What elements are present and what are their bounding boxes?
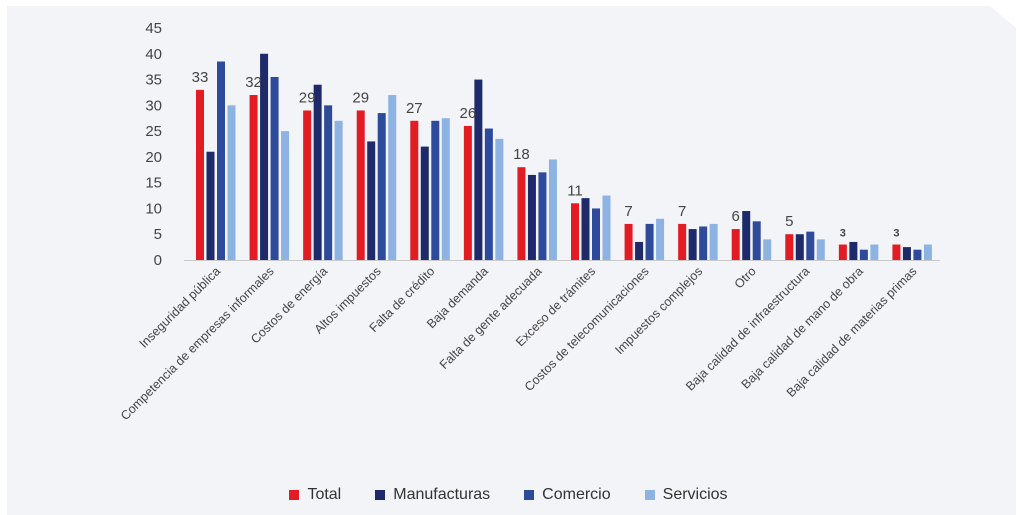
bar-manufacturas-12 (849, 242, 857, 260)
bar-total-12 (839, 245, 847, 260)
legend-swatch-total (289, 490, 299, 500)
legend-item-total: Total (289, 486, 341, 504)
bar-servicios-9 (710, 224, 718, 260)
y-tick-label: 10 (145, 200, 162, 217)
x-tick-label: Falta de gente adecuada (437, 264, 545, 372)
legend-swatch-servicios (645, 490, 655, 500)
bar-manufacturas-8 (635, 242, 643, 260)
data-label: 5 (785, 213, 793, 230)
data-label: 33 (192, 69, 209, 86)
data-label: 18 (513, 146, 530, 163)
bar-manufacturas-9 (689, 229, 697, 260)
bar-total-13 (892, 245, 900, 260)
bar-servicios-0 (228, 105, 236, 260)
bar-total-9 (678, 224, 686, 260)
legend-swatch-comercio (524, 490, 534, 500)
bar-total-0 (196, 90, 204, 260)
bar-comercio-8 (646, 224, 654, 260)
legend-swatch-manufacturas (375, 490, 385, 500)
data-label: 3 (893, 228, 899, 240)
bar-comercio-9 (699, 226, 707, 260)
y-tick-label: 40 (145, 46, 162, 63)
bar-manufacturas-11 (796, 234, 804, 260)
bar-servicios-4 (442, 118, 450, 260)
bar-total-10 (732, 229, 740, 260)
y-tick-label: 15 (145, 175, 162, 192)
bar-total-6 (517, 167, 525, 260)
bar-comercio-12 (860, 250, 868, 260)
data-label: 7 (678, 203, 686, 220)
legend-label-servicios: Servicios (663, 486, 728, 504)
legend: Total Manufacturas Comercio Servicios (0, 486, 1017, 504)
x-tick-label: Otro (732, 264, 759, 291)
data-label: 29 (352, 89, 369, 106)
y-tick-label: 20 (145, 149, 162, 166)
bar-servicios-3 (388, 95, 396, 260)
bar-comercio-5 (485, 129, 493, 260)
bar-servicios-6 (549, 159, 557, 260)
data-label: 26 (460, 105, 477, 122)
data-label: 6 (732, 208, 740, 225)
y-tick-label: 35 (145, 72, 162, 89)
bar-comercio-7 (592, 208, 600, 260)
y-tick-label: 30 (145, 97, 162, 114)
data-label: 11 (567, 182, 583, 199)
bar-comercio-4 (431, 121, 439, 260)
bar-servicios-12 (870, 245, 878, 260)
legend-label-total: Total (307, 486, 341, 504)
bar-total-1 (250, 95, 258, 260)
legend-label-manufacturas: Manufacturas (393, 486, 490, 504)
bar-total-5 (464, 126, 472, 260)
bar-manufacturas-6 (528, 175, 536, 260)
bar-total-4 (410, 121, 418, 260)
bar-manufacturas-0 (207, 152, 215, 260)
bar-comercio-13 (913, 250, 921, 260)
bar-manufacturas-13 (903, 247, 911, 260)
bar-manufacturas-4 (421, 147, 429, 260)
x-tick-label: Impuestos complejos (612, 264, 705, 357)
bar-comercio-3 (378, 113, 386, 260)
data-label: 3 (840, 228, 846, 240)
bar-comercio-11 (806, 232, 814, 260)
bar-comercio-1 (271, 77, 279, 260)
bar-total-8 (625, 224, 633, 260)
data-label: 27 (406, 100, 423, 117)
bar-servicios-7 (603, 196, 611, 260)
y-tick-label: 25 (145, 123, 162, 140)
data-label: 32 (245, 74, 262, 91)
legend-item-manufacturas: Manufacturas (375, 486, 490, 504)
bar-servicios-11 (817, 239, 825, 260)
bar-comercio-10 (753, 221, 761, 260)
bar-servicios-10 (763, 239, 771, 260)
bar-comercio-2 (324, 105, 332, 260)
bar-total-7 (571, 203, 579, 260)
y-tick-label: 45 (145, 20, 162, 37)
bar-total-2 (303, 110, 311, 260)
bar-total-11 (785, 234, 793, 260)
bar-total-3 (357, 110, 365, 260)
y-tick-label: 5 (154, 226, 162, 243)
y-tick-label: 0 (154, 252, 162, 269)
bar-servicios-13 (924, 245, 932, 260)
bar-servicios-2 (335, 121, 343, 260)
bar-manufacturas-7 (582, 198, 590, 260)
bar-comercio-0 (217, 62, 225, 260)
bar-manufacturas-10 (742, 211, 750, 260)
data-label: 7 (624, 203, 632, 220)
bar-comercio-6 (538, 172, 546, 260)
bar-manufacturas-3 (367, 141, 375, 260)
bar-servicios-1 (281, 131, 289, 260)
bar-servicios-8 (656, 219, 664, 260)
bar-manufacturas-2 (314, 85, 322, 260)
bar-servicios-5 (495, 139, 503, 260)
legend-item-comercio: Comercio (524, 486, 610, 504)
legend-label-comercio: Comercio (542, 486, 610, 504)
data-label: 29 (299, 89, 316, 106)
legend-item-servicios: Servicios (645, 486, 728, 504)
